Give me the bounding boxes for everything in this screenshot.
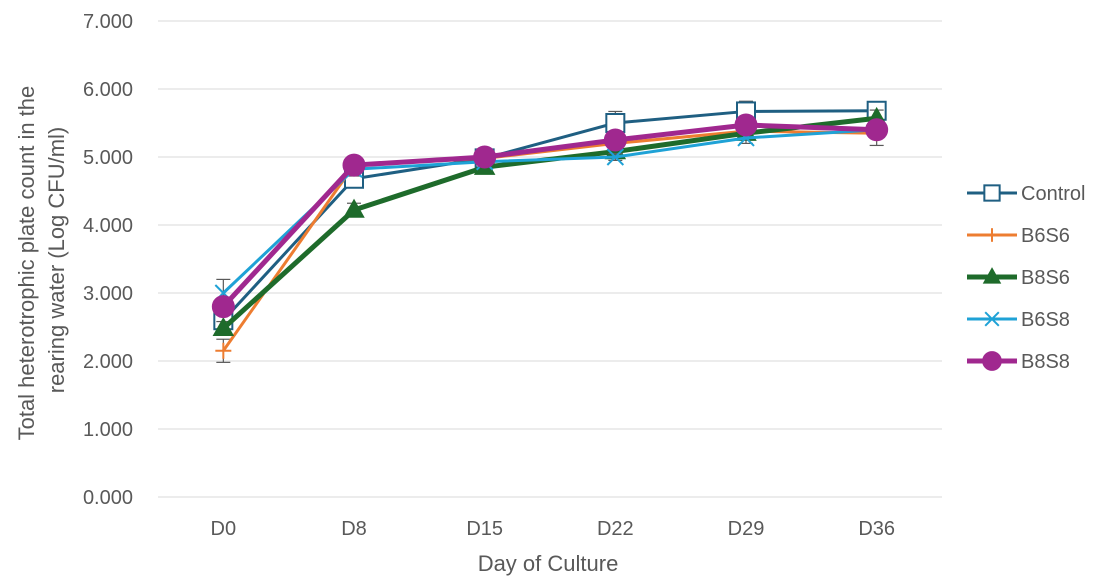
x-axis-tick-labels: D0 D8 D15 D22 D29 D36 <box>211 518 895 540</box>
legend-item-b8s6: B8S6 <box>967 267 1070 289</box>
x-tick-label: D0 <box>211 518 237 540</box>
legend-label: B6S6 <box>1021 225 1070 247</box>
point-marker <box>865 118 889 142</box>
series-line <box>222 109 877 322</box>
y-tick-label: 7.000 <box>83 11 133 33</box>
y-axis-label: Total heterotrophic plate count in the r… <box>14 80 69 441</box>
y-tick-label: 2.000 <box>83 351 133 373</box>
point-marker <box>983 184 1001 202</box>
y-tick-label: 4.000 <box>83 215 133 237</box>
legend-label: B6S8 <box>1021 309 1070 331</box>
point-marker <box>982 351 1002 371</box>
series-group <box>211 100 889 363</box>
x-axis-label: Day of Culture <box>478 551 619 576</box>
y-tick-label: 1.000 <box>83 419 133 441</box>
legend-label: Control <box>1021 183 1085 205</box>
legend: Control B6S6 B8S6 B6S8 B8S8 <box>967 183 1085 373</box>
point-marker <box>734 113 758 137</box>
y-tick-label: 6.000 <box>83 79 133 101</box>
point-marker <box>343 198 365 218</box>
marker-stroke <box>984 311 1000 327</box>
y-tick-label: 3.000 <box>83 283 133 305</box>
point-marker <box>212 316 235 337</box>
x-tick-label: D22 <box>597 518 634 540</box>
point-marker <box>342 153 366 177</box>
y-axis-tick-labels: 0.000 1.000 2.000 3.000 4.000 5.000 6.000 7.000 <box>83 11 133 509</box>
point-marker <box>985 228 999 242</box>
x-tick-label: D36 <box>858 518 895 540</box>
y-tick-label: 0.000 <box>83 487 133 509</box>
y-axis-label-line-2: rearing water (Log CFU/ml) <box>44 127 69 394</box>
legend-item-b6s6: B6S6 <box>967 225 1070 247</box>
gridlines <box>158 20 942 498</box>
legend-item-control: Control <box>967 183 1085 205</box>
x-tick-label: D15 <box>466 518 503 540</box>
point-marker <box>982 267 1002 284</box>
y-axis-label-line-1: Total heterotrophic plate count in the <box>14 86 39 441</box>
point-marker <box>984 311 1000 327</box>
x-tick-label: D29 <box>728 518 765 540</box>
legend-item-b6s8: B6S8 <box>967 309 1070 331</box>
legend-item-b8s8: B8S8 <box>967 351 1070 373</box>
point-marker <box>215 342 232 359</box>
point-marker <box>603 128 627 152</box>
series-b8s8 <box>211 113 889 319</box>
point-marker <box>211 295 235 319</box>
marker-stroke <box>606 148 625 166</box>
legend-label: B8S6 <box>1021 267 1070 289</box>
y-tick-label: 5.000 <box>83 147 133 169</box>
x-tick-label: D8 <box>341 518 367 540</box>
point-marker <box>606 148 625 166</box>
series-line <box>221 122 877 309</box>
legend-label: B8S8 <box>1021 351 1070 373</box>
point-marker <box>473 145 497 169</box>
